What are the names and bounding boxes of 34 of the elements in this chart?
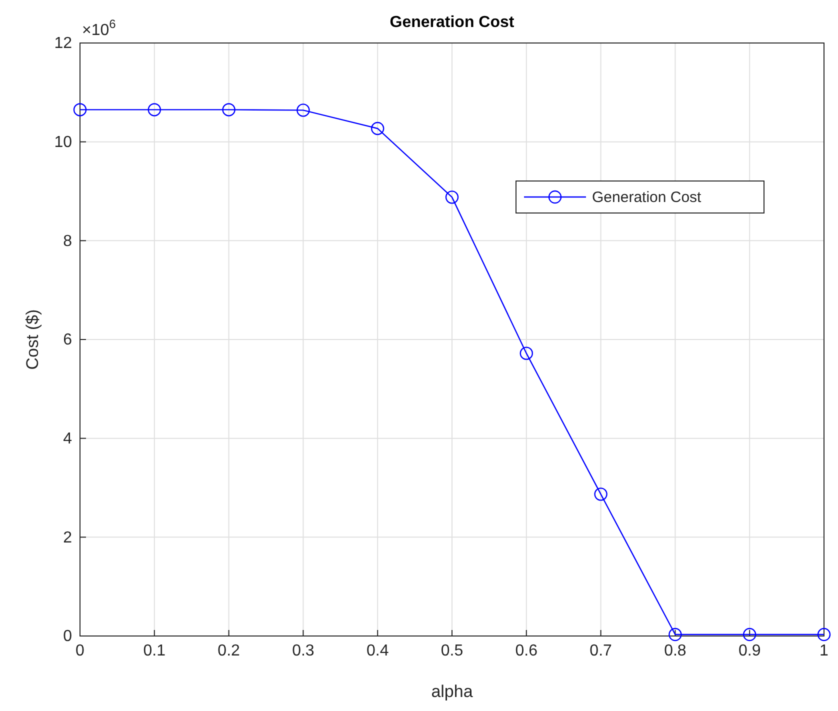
x-tick-label: 0.2 [218, 642, 240, 660]
y-tick-label: 2 [63, 529, 72, 546]
y-tick-label: 10 [54, 134, 72, 151]
point [445, 190, 459, 204]
point [296, 104, 310, 117]
x-tick-label: 0.5 [440, 642, 464, 660]
x-tick-label: 0.3 [292, 642, 314, 660]
y-tick-label: 6 [63, 332, 72, 349]
x-tick-label: 0.4 [366, 642, 389, 660]
point [817, 628, 831, 642]
x-tick-label: 0.1 [143, 642, 166, 660]
y-tick-label: 0 [63, 628, 72, 646]
chart-title: Generation Cost [390, 14, 515, 31]
text: ×10$^{6}$ [82, 17, 116, 39]
point [520, 346, 533, 360]
point [594, 488, 608, 501]
point [148, 103, 161, 116]
point [371, 122, 384, 136]
y-tick-label: 12 [54, 35, 72, 52]
x-tick-label: 0.7 [590, 642, 612, 660]
x-tick-label: 0 [76, 642, 85, 660]
legend-label: Generation Cost [592, 189, 702, 206]
point [73, 103, 87, 116]
x-tick-label: 0.9 [738, 642, 761, 660]
x-tick-label: 1 [820, 642, 829, 660]
y-axis-title: Cost ($) [23, 309, 42, 370]
x-tick-label: 0.6 [515, 642, 538, 660]
x-tick-label: 0.8 [664, 642, 686, 660]
point [668, 628, 682, 642]
point [743, 628, 756, 642]
point [222, 103, 236, 116]
y-tick-label: 8 [63, 232, 72, 250]
x-axis-title: alpha [431, 682, 474, 701]
y-tick-label: 4 [63, 430, 72, 448]
